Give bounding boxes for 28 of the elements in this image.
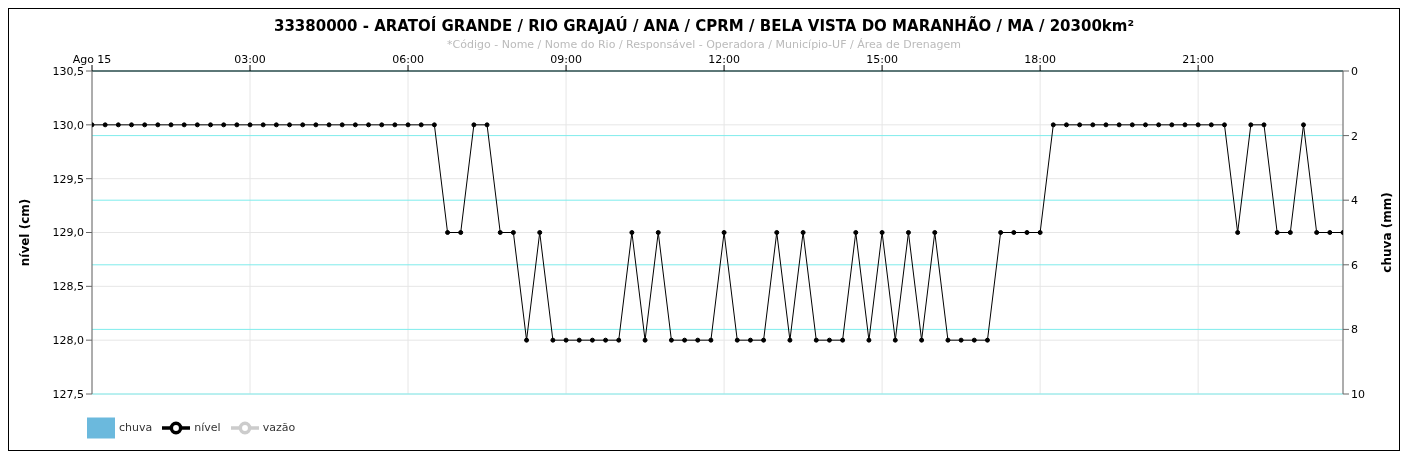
y2-axis-title: chuva (mm): [1380, 192, 1395, 273]
chart-title: 33380000 - ARATOÍ GRANDE / RIO GRAJAÚ / ANA / CPRM / BELA VISTA DO MARANHÃO / MA / 20300km²: [273, 17, 1135, 35]
chart-subtitle: *Código - Nome / Nome do Rio / Responsável - Operadora / Município-UF / Área de Drenagem: [446, 38, 962, 51]
legend-label: nível: [194, 421, 221, 434]
x-tick-label: 09:00: [550, 53, 582, 66]
y-tick-label: 128,0: [52, 334, 84, 348]
legend-label: chuva: [119, 421, 153, 434]
y2-tick-label: 2: [1351, 129, 1358, 143]
x-tick-label: Ago 15: [72, 53, 112, 66]
y2-tick-label: 10: [1351, 387, 1365, 401]
y-tick-label: 130,5: [52, 64, 84, 78]
y2-tick-label: 6: [1351, 258, 1358, 272]
y-tick-label: 128,5: [52, 280, 84, 294]
y2-tick-label: 8: [1351, 323, 1358, 337]
x-tick-label: 21:00: [1182, 53, 1214, 66]
y-axis-title: nível (cm): [18, 198, 33, 267]
y2-tick-label: 4: [1351, 194, 1358, 208]
y-tick-label: 127,5: [52, 387, 84, 401]
x-tick-label: 12:00: [708, 53, 740, 66]
x-tick-label: 03:00: [234, 53, 266, 66]
y2-tick-label: 0: [1351, 64, 1358, 78]
x-tick-label: 15:00: [866, 53, 898, 66]
legend-label: vazão: [262, 421, 296, 434]
y-tick-label: 129,0: [52, 226, 84, 240]
x-tick-label: 18:00: [1024, 53, 1056, 66]
y-tick-label: 130,0: [52, 118, 84, 132]
y-tick-label: 129,5: [52, 172, 84, 186]
x-tick-label: 06:00: [392, 53, 424, 66]
